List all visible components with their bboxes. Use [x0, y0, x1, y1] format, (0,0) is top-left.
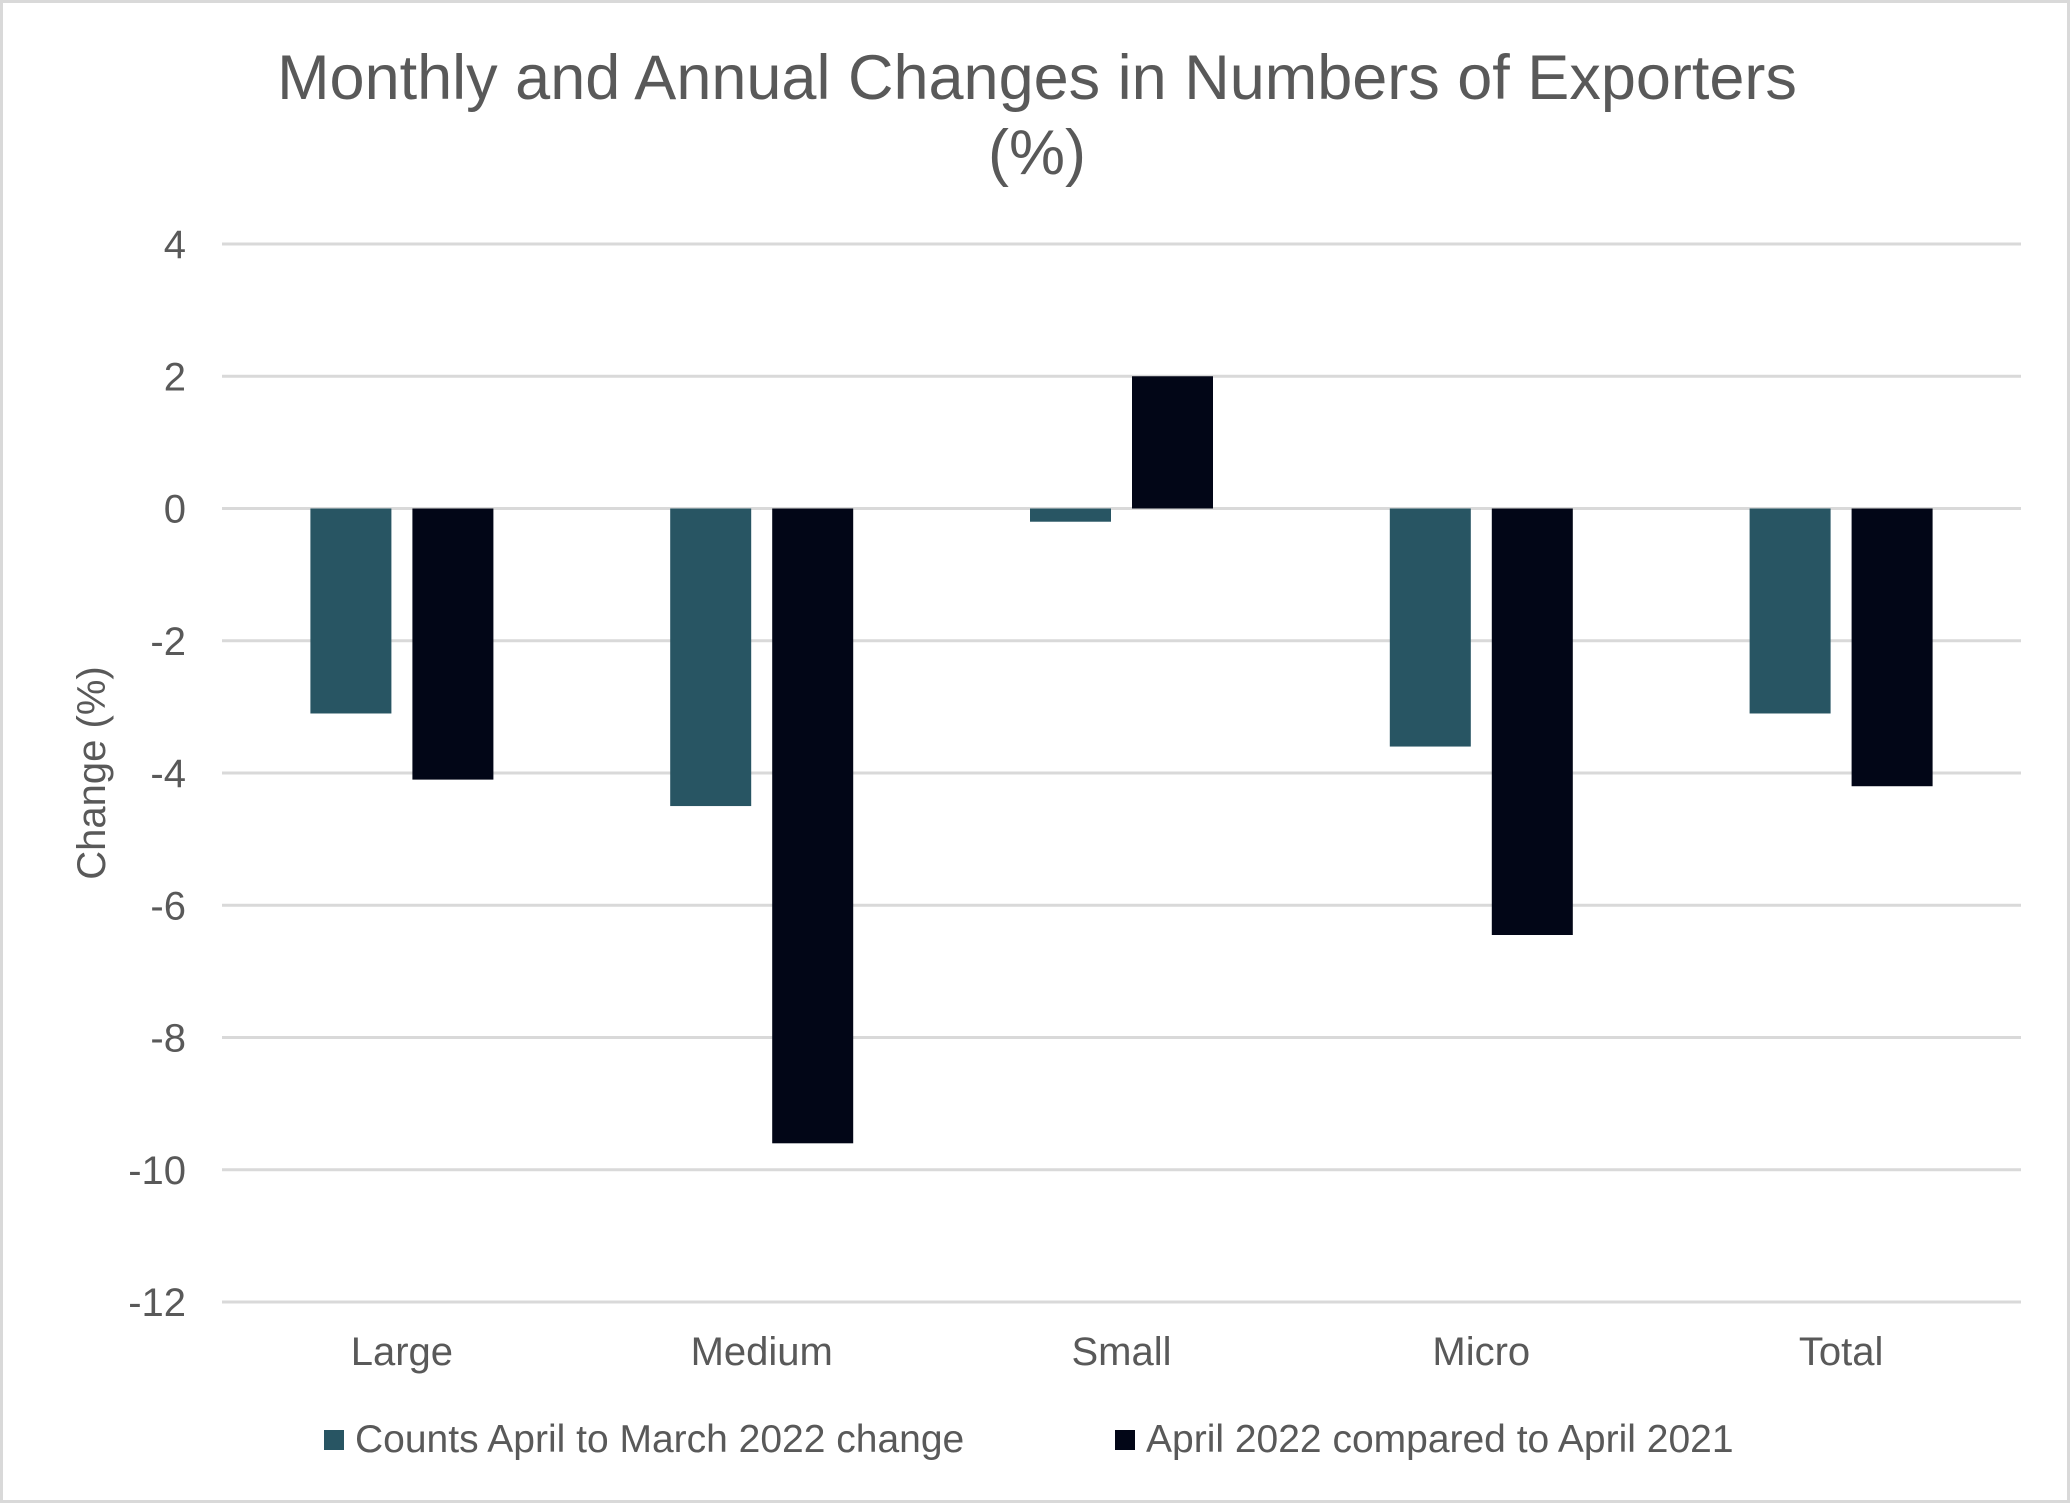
- y-tick-label: 0: [164, 488, 186, 532]
- bar-micro-series-2: [1491, 508, 1573, 936]
- x-tick-label-total: Total: [1799, 1330, 1884, 1374]
- y-tick-label: -12: [128, 1281, 186, 1325]
- legend-label: April 2022 compared to April 2021: [1146, 1418, 1734, 1461]
- gridlines: [222, 242, 2021, 1304]
- legend-item-2[interactable]: April 2022 compared to April 2021: [1115, 1418, 1734, 1461]
- bar-total-series-1: [1749, 508, 1831, 714]
- bar-micro-series-1: [1389, 508, 1471, 747]
- y-tick-label: -2: [150, 620, 186, 664]
- bar-small-series-1: [1030, 508, 1111, 522]
- bar-large-series-1: [310, 508, 392, 714]
- bars: [310, 376, 1933, 1144]
- legend-item-1[interactable]: Counts April to March 2022 change: [324, 1418, 964, 1461]
- chart-title: Monthly and Annual Changes in Numbers of…: [277, 43, 1797, 113]
- bar-medium-series-2: [772, 508, 854, 1144]
- x-tick-label-micro: Micro: [1432, 1330, 1530, 1374]
- legend-swatch: [324, 1430, 344, 1450]
- bar-total-series-2: [1851, 508, 1933, 787]
- bar-small-series-2: [1132, 376, 1213, 509]
- legend-swatch: [1115, 1430, 1135, 1450]
- y-axis-title: Change (%): [70, 666, 114, 879]
- chart-svg: Monthly and Annual Changes in Numbers of…: [70, 43, 2021, 1461]
- bar-medium-series-1: [670, 508, 752, 807]
- bar-large-series-2: [412, 508, 494, 780]
- y-tick-label: -10: [128, 1149, 186, 1193]
- y-tick-label: 2: [164, 355, 186, 399]
- y-tick-labels: 4 2 0 -2 -4 -6 -8 -10 -12: [128, 223, 186, 1325]
- legend: Counts April to March 2022 change April 2…: [324, 1418, 1734, 1461]
- x-tick-label-large: Large: [351, 1330, 453, 1374]
- x-tick-label-medium: Medium: [691, 1330, 833, 1374]
- y-tick-label: -4: [150, 752, 186, 796]
- legend-label: Counts April to March 2022 change: [355, 1418, 964, 1461]
- chart-title-line2: (%): [988, 118, 1086, 188]
- x-tick-labels: Large Medium Small Micro Total: [351, 1330, 1884, 1374]
- y-tick-label: -6: [150, 884, 186, 928]
- x-tick-label-small: Small: [1071, 1330, 1171, 1374]
- y-tick-label: 4: [164, 223, 186, 267]
- y-tick-label: -8: [150, 1017, 186, 1061]
